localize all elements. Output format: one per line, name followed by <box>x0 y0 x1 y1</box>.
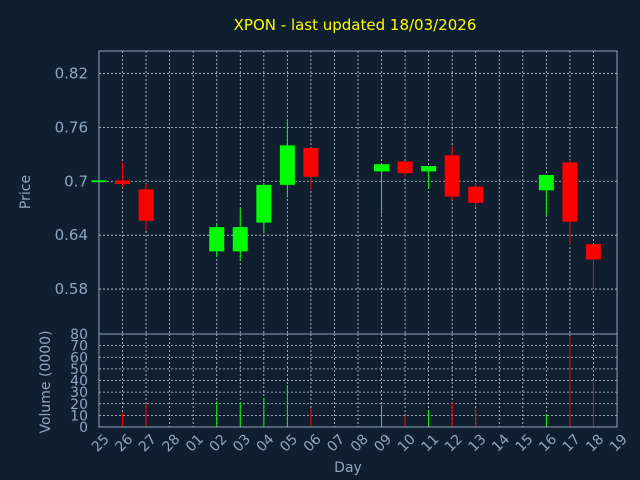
price-tick-label: 0.76 <box>55 118 88 136</box>
x-tick-label: 03 <box>230 431 254 455</box>
x-tick-label: 06 <box>301 431 325 455</box>
volume-bars-group <box>122 336 594 427</box>
price-axis-label: Price <box>18 175 34 209</box>
x-axis-label: Day <box>334 460 362 476</box>
candle-body-down <box>585 244 601 260</box>
x-tick-label: 01 <box>183 431 207 455</box>
volume-tick-label: 80 <box>70 327 88 343</box>
candle-body-down <box>303 148 319 177</box>
volume-tick-label: 20 <box>70 397 88 413</box>
candle-body-up <box>374 164 390 172</box>
x-tick-label: 17 <box>560 431 584 455</box>
volume-grid <box>98 334 618 427</box>
x-tick-label: 14 <box>489 431 513 455</box>
candle-body-up <box>538 174 554 191</box>
candle-body-down <box>138 189 154 221</box>
x-tick-label: 08 <box>348 431 372 455</box>
price-tick-label: 0.64 <box>55 226 88 244</box>
candle-body-down <box>562 162 578 222</box>
x-tick-label: 18 <box>583 431 607 455</box>
x-tick-label: 10 <box>395 431 419 455</box>
volume-tick-label: 70 <box>70 339 88 355</box>
volume-tick-label: 0 <box>79 420 88 436</box>
x-tick-label: 16 <box>536 431 560 455</box>
x-tick-label: 12 <box>442 431 466 455</box>
x-tick-label: 07 <box>324 431 348 455</box>
x-tick-label: 09 <box>371 431 395 455</box>
price-grid <box>98 51 618 334</box>
volume-axis-label: Volume (0000) <box>38 330 54 433</box>
x-tick-label: 05 <box>277 431 301 455</box>
candle-body-down <box>397 161 413 174</box>
candle-body-down <box>115 180 131 184</box>
candle-body-up <box>421 165 437 172</box>
candle-body-up <box>256 184 272 223</box>
candle-body-up <box>232 227 248 252</box>
chart-title: XPON - last updated 18/03/2026 <box>234 16 477 34</box>
volume-tick-label: 40 <box>70 374 88 390</box>
candle-body-down <box>468 186 484 203</box>
price-tick-label: 0.7 <box>64 172 88 190</box>
x-tick-label: 04 <box>254 431 278 455</box>
candle-body-down <box>444 155 460 197</box>
x-tick-label: 02 <box>207 431 231 455</box>
candles-group <box>91 121 601 290</box>
volume-panel-frame <box>98 333 618 428</box>
volume-tick-label: 10 <box>70 408 88 424</box>
candle-body-up <box>209 227 225 252</box>
x-tick-label: 15 <box>513 431 537 455</box>
x-tick-label: 19 <box>607 431 631 455</box>
candle-body-up <box>279 145 295 185</box>
x-tick-label: 27 <box>136 431 160 455</box>
price-tick-label: 0.58 <box>55 280 88 298</box>
volume-tick-label: 30 <box>70 385 88 401</box>
x-tick-label: 28 <box>159 431 183 455</box>
x-tick-label: 13 <box>466 431 490 455</box>
x-tick-label: 11 <box>418 431 442 455</box>
price-tick-label: 0.82 <box>55 64 88 82</box>
x-tick-label: 25 <box>89 431 113 455</box>
x-ticks: 25 26 27 28 01 02 03 04 05 06 07 08 09 10 11 12 13 14 15 16… <box>89 431 631 455</box>
price-y-ticks: 0.82 0.76 0.7 0.64 0.58 <box>55 64 88 298</box>
x-tick-label: 26 <box>112 431 136 455</box>
volume-tick-label: 60 <box>70 350 88 366</box>
volume-tick-label: 50 <box>70 362 88 378</box>
